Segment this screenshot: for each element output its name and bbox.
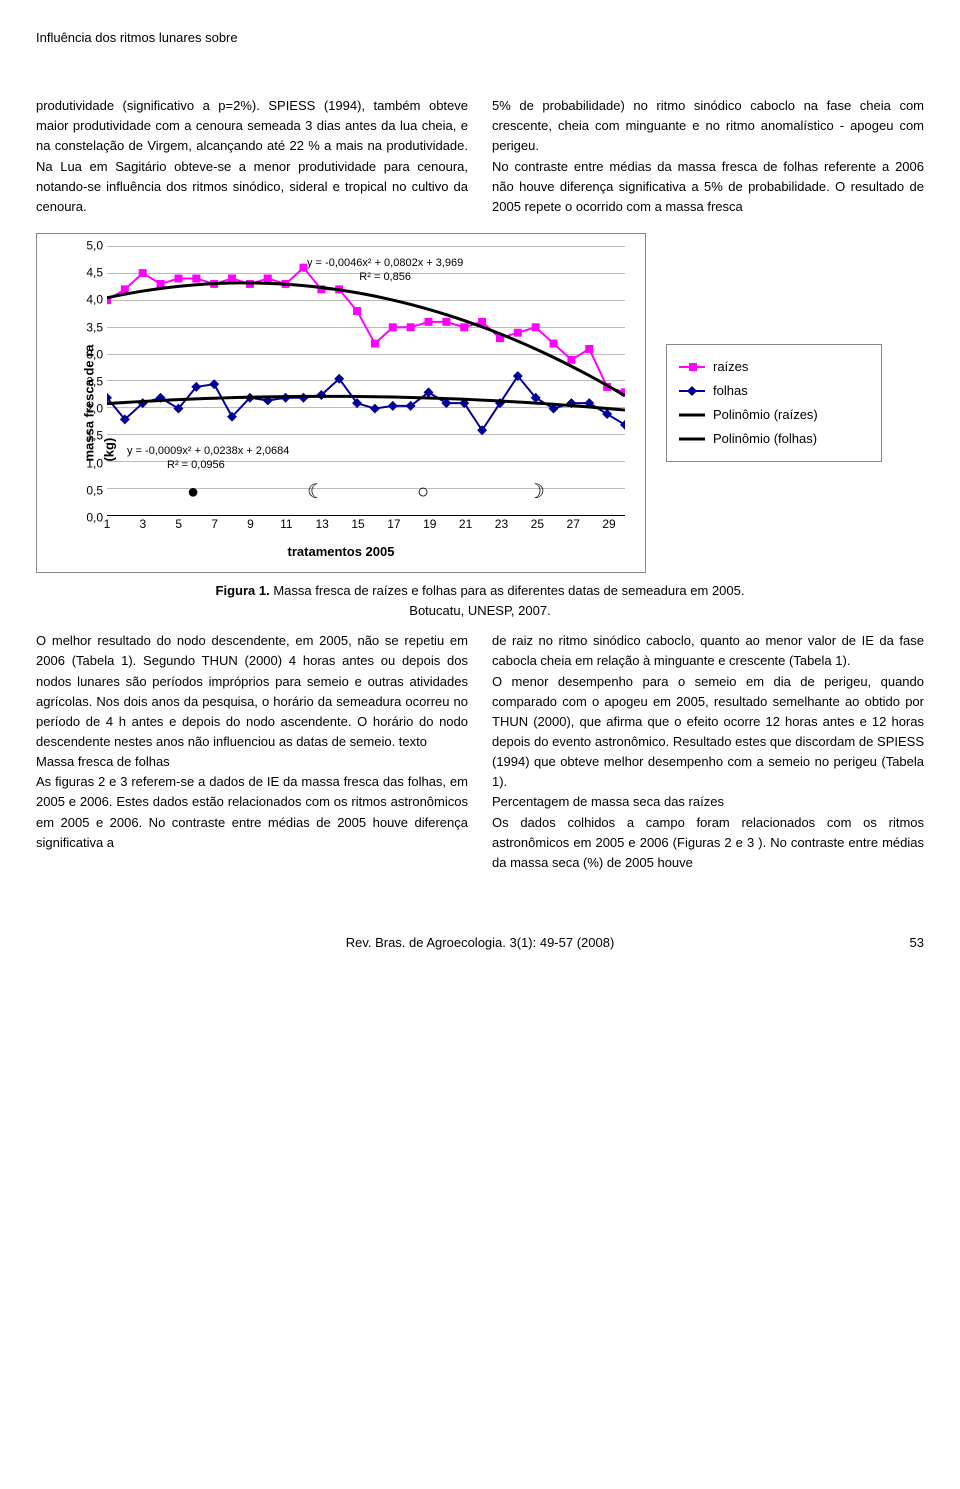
paragraph: Os dados colhidos a campo foram relacion… xyxy=(492,813,924,873)
chart-plot-area: massa fresca de ra(kg) y = -0,0046x² + 0… xyxy=(36,233,646,573)
moon-glyph-full: ○ xyxy=(417,477,429,508)
y-tick: 4,5 xyxy=(77,264,103,283)
section-heading-massa-fresca: Massa fresca de folhas xyxy=(36,752,468,772)
trend-r2-raizes: R² = 0,856 xyxy=(359,271,411,283)
figure-caption-lead: Figura 1. xyxy=(216,583,270,598)
paragraph: de raiz no ritmo sinódico caboclo, quant… xyxy=(492,631,924,671)
running-head: Influência dos ritmos lunares sobre xyxy=(36,28,924,48)
trend-r2-folhas: R² = 0,0956 xyxy=(127,459,225,471)
upper-text-block: produtividade (significativo a p=2%). SP… xyxy=(36,96,924,217)
x-tick: 7 xyxy=(211,515,218,534)
y-tick: 1,5 xyxy=(77,427,103,446)
figure-caption-text: Massa fresca de raízes e folhas para as … xyxy=(270,583,745,598)
x-tick: 21 xyxy=(459,515,472,534)
x-axis-label: tratamentos 2005 xyxy=(37,542,645,562)
y-tick: 2,0 xyxy=(77,400,103,419)
x-tick: 17 xyxy=(387,515,400,534)
figure-caption-sub: Botucatu, UNESP, 2007. xyxy=(409,603,550,618)
y-tick: 4,0 xyxy=(77,291,103,310)
page-footer: Rev. Bras. de Agroecologia. 3(1): 49-57 … xyxy=(36,933,924,953)
lower-text-block: O melhor resultado do nodo descendente, … xyxy=(36,631,924,873)
x-tick: 3 xyxy=(140,515,147,534)
legend-label: raízes xyxy=(713,357,748,377)
x-tick: 23 xyxy=(495,515,508,534)
trend-equation-folhas: y = -0,0009x² + 0,0238x + 2,0684 xyxy=(127,445,289,457)
legend-item-poly-folhas: Polinômio (folhas) xyxy=(679,429,869,449)
figure-1: massa fresca de ra(kg) y = -0,0046x² + 0… xyxy=(36,233,924,621)
y-tick: 5,0 xyxy=(77,237,103,256)
trend-equation-raizes: y = -0,0046x² + 0,0802x + 3,969 xyxy=(307,257,463,269)
y-tick: 2,5 xyxy=(77,373,103,392)
x-tick: 25 xyxy=(531,515,544,534)
moon-glyph-first: ☾ xyxy=(307,477,325,508)
y-tick: 0,0 xyxy=(77,509,103,528)
legend-label: Polinômio (folhas) xyxy=(713,429,817,449)
y-tick: 3,5 xyxy=(77,318,103,337)
legend-label: folhas xyxy=(713,381,748,401)
legend-item-poly-raizes: Polinômio (raízes) xyxy=(679,405,869,425)
moon-glyph-last: ☽ xyxy=(527,477,545,508)
x-tick: 13 xyxy=(315,515,328,534)
footer-citation: Rev. Bras. de Agroecologia. 3(1): 49-57 … xyxy=(346,935,615,950)
x-tick: 27 xyxy=(567,515,580,534)
x-tick: 19 xyxy=(423,515,436,534)
figure-caption: Figura 1. Massa fresca de raízes e folha… xyxy=(36,581,924,621)
legend-item-folhas: folhas xyxy=(679,381,869,401)
x-tick: 9 xyxy=(247,515,254,534)
paragraph: As figuras 2 e 3 referem-se a dados de I… xyxy=(36,772,468,853)
x-tick: 15 xyxy=(351,515,364,534)
paragraph: 5% de probabilidade) no ritmo sinódico c… xyxy=(492,96,924,156)
x-tick: 5 xyxy=(175,515,182,534)
x-tick: 11 xyxy=(280,515,292,534)
paragraph: O melhor resultado do nodo descendente, … xyxy=(36,631,468,752)
legend-label: Polinômio (raízes) xyxy=(713,405,818,425)
y-tick: 1,0 xyxy=(77,454,103,473)
paragraph: produtividade (significativo a p=2%). SP… xyxy=(36,96,468,217)
x-tick: 1 xyxy=(104,515,111,534)
paragraph: O menor desempenho para o semeio em dia … xyxy=(492,672,924,793)
y-tick: 0,5 xyxy=(77,481,103,500)
page-number: 53 xyxy=(910,933,924,953)
moon-glyph-new: ● xyxy=(187,477,199,508)
chart-legend: raízes folhas Polinômio (raízes) Polinôm… xyxy=(666,344,882,463)
y-tick: 3,0 xyxy=(77,345,103,364)
section-heading-percentagem: Percentagem de massa seca das raízes xyxy=(492,792,924,812)
x-tick: 29 xyxy=(602,515,615,534)
paragraph: No contraste entre médias da massa fresc… xyxy=(492,157,924,217)
legend-item-raizes: raízes xyxy=(679,357,869,377)
